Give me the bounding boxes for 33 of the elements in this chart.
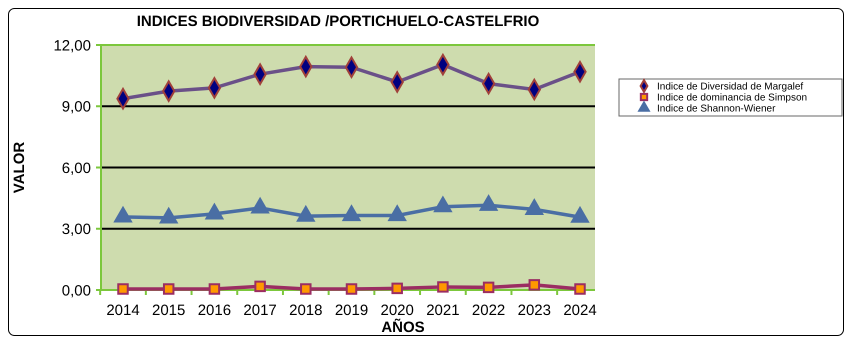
chart-title: INDICES BIODIVERSIDAD /PORTICHUELO-CASTELFRIO <box>136 13 540 30</box>
point <box>117 283 129 295</box>
x-axis-title: AÑOS <box>381 318 425 336</box>
point <box>346 283 358 295</box>
point <box>528 279 540 291</box>
x-tick-label: 2015 <box>152 302 186 319</box>
point <box>208 283 220 295</box>
y-tick-label: 12,00 <box>53 37 91 54</box>
legend-label: Indice de Shannon-Wiener <box>657 104 776 114</box>
x-tick-label: 2018 <box>289 302 322 319</box>
x-tick-label: 2024 <box>563 302 597 319</box>
x-tick-label: 2020 <box>380 302 414 319</box>
point <box>482 282 494 294</box>
x-tick-label: 2017 <box>243 302 277 319</box>
x-tick-label: 2019 <box>334 302 368 319</box>
point <box>574 283 586 295</box>
x-tick-label: 2022 <box>472 302 506 319</box>
y-tick-label: 9,00 <box>62 98 91 116</box>
legend-label: Indice de Diversidad de Margalef <box>657 82 804 92</box>
x-tick-label: 2023 <box>518 302 551 319</box>
x-tick-label: 2014 <box>106 302 140 319</box>
point <box>162 283 174 295</box>
point <box>391 282 403 294</box>
point <box>300 283 312 295</box>
y-tick-label: 3,00 <box>62 221 91 238</box>
x-tick-label: 2016 <box>198 302 232 319</box>
y-tick-label: 0,00 <box>62 282 91 300</box>
y-tick-label: 6,00 <box>62 160 91 177</box>
x-tick-label: 2021 <box>426 302 460 319</box>
point <box>437 281 449 293</box>
legend-label: Indice de dominancia de Simpson <box>657 92 808 104</box>
y-axis-title: VALOR <box>11 142 28 194</box>
point <box>254 280 266 292</box>
